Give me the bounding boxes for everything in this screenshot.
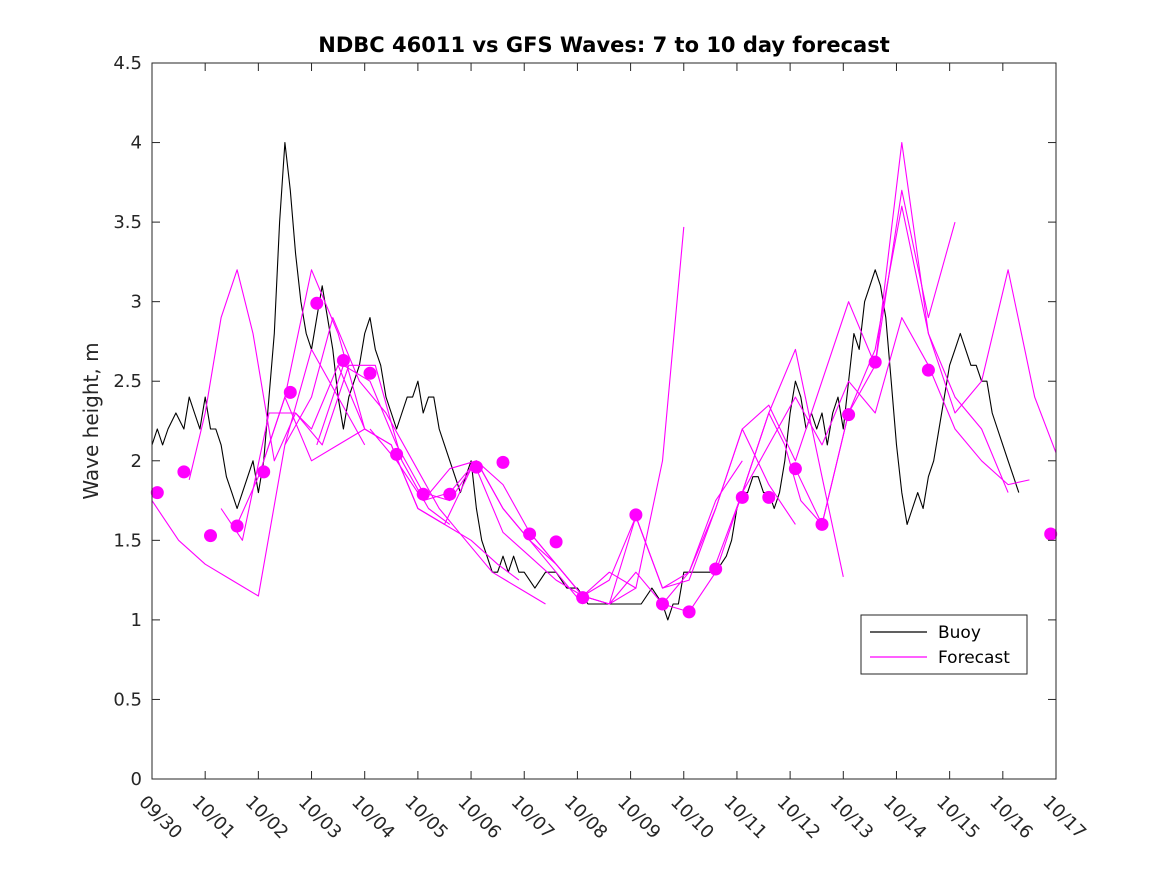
forecast-series-line-6 [284, 317, 546, 605]
forecast-marker [310, 296, 324, 310]
forecast-marker [735, 490, 749, 504]
legend-box [860, 614, 1028, 675]
forecast-marker [921, 363, 935, 377]
buoy-series-line [151, 142, 1020, 621]
y-tick-label: 3.5 [113, 212, 142, 233]
legend: Buoy Forecast [860, 614, 1028, 675]
marker-layer [150, 296, 1058, 619]
forecast-marker [842, 408, 856, 422]
forecast-series-line-2 [188, 269, 366, 481]
forecast-marker [629, 508, 643, 522]
axes-box [151, 62, 1057, 780]
forecast-series-line-11 [529, 428, 796, 597]
forecast-marker [788, 462, 802, 476]
forecast-series-line-3 [220, 364, 451, 541]
forecast-marker [443, 487, 457, 501]
forecast-marker [416, 487, 430, 501]
forecast-series-line-16 [794, 142, 1057, 525]
y-tick-label: 0 [131, 769, 142, 790]
forecast-marker [204, 529, 217, 543]
forecast-marker [762, 490, 776, 504]
forecast-marker [336, 354, 350, 367]
y-tick-label: 3 [131, 292, 142, 313]
forecast-marker [1044, 527, 1058, 541]
forecast-series-line-1 [151, 348, 366, 597]
legend-label-forecast: Forecast [938, 648, 1010, 668]
y-tick-label: 0.5 [113, 689, 142, 710]
y-tick-label: 1 [131, 610, 142, 631]
forecast-marker [523, 527, 537, 541]
forecast-marker [283, 385, 297, 399]
y-tick-label: 4.5 [113, 53, 142, 74]
forecast-marker [709, 562, 723, 576]
forecast-marker [390, 447, 404, 461]
forecast-marker [549, 535, 563, 549]
chart-title: NDBC 46011 vs GFS Waves: 7 to 10 day for… [318, 33, 889, 57]
y-tick-label: 2.5 [113, 371, 142, 392]
forecast-series-line-15 [741, 317, 1030, 493]
y-tick-label: 1.5 [113, 530, 142, 551]
forecast-marker [230, 519, 244, 533]
forecast-marker [469, 460, 483, 474]
forecast-series-line-5 [263, 396, 520, 581]
forecast-marker [363, 366, 377, 380]
forecast-series-line-8 [369, 428, 637, 597]
forecast-marker [177, 465, 191, 479]
y-tick-label: 2 [131, 451, 142, 472]
forecast-marker [682, 605, 696, 619]
y-tick-label: 4 [131, 133, 142, 154]
y-axis-label: Wave height, m [79, 342, 103, 499]
forecast-marker [656, 597, 669, 611]
forecast-marker [150, 486, 164, 500]
forecast-marker [576, 591, 590, 605]
forecast-marker [815, 517, 829, 531]
legend-label-buoy: Buoy [938, 623, 981, 643]
forecast-marker [868, 355, 882, 369]
forecast-marker [496, 455, 510, 469]
forecast-marker [257, 465, 271, 479]
